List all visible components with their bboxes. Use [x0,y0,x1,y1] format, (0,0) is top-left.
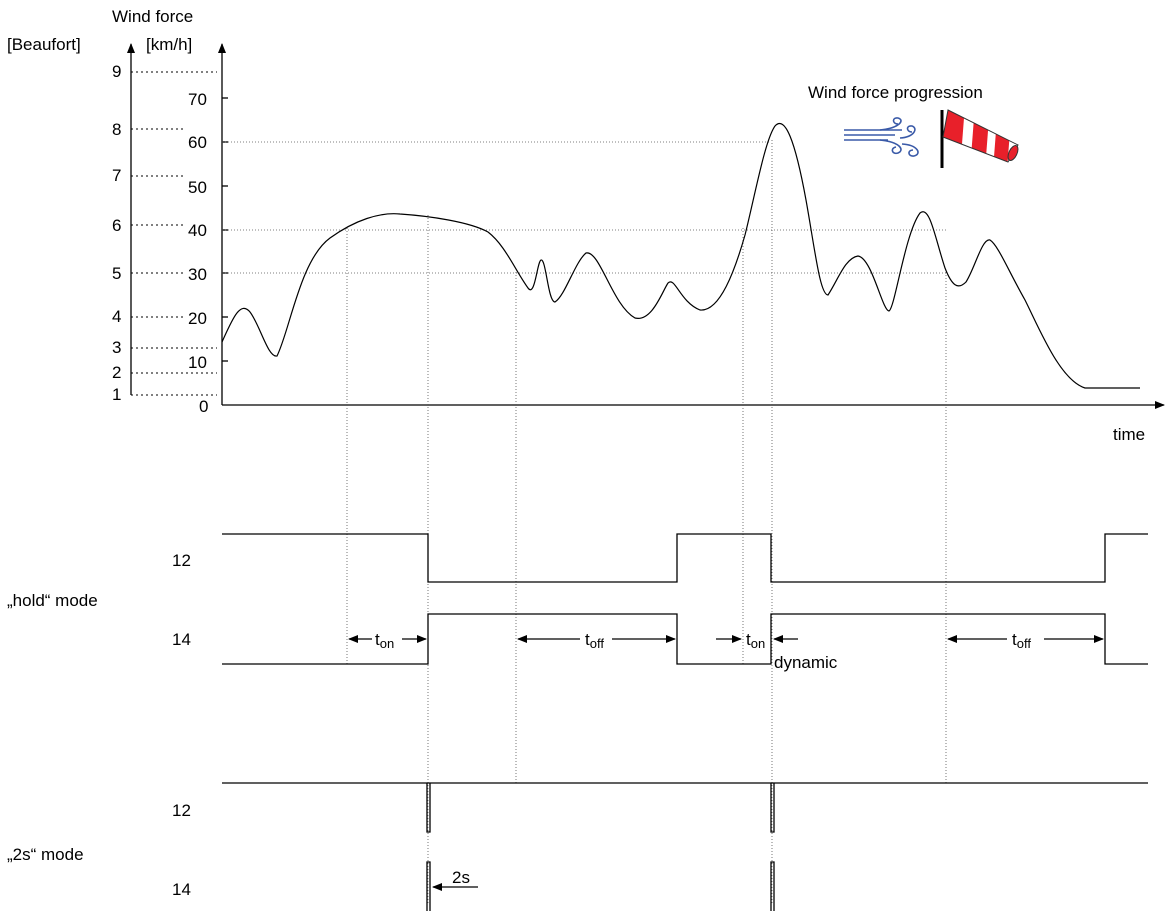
two-s-mode-label: „2s“ mode [7,845,84,864]
legend: Wind force progression [808,83,1019,168]
beaufort-tick-5: 5 [112,264,121,283]
kmh-tick-20: 20 [188,309,207,328]
beaufort-tick-2: 2 [112,363,121,382]
windsock-icon [940,109,1019,168]
hold-line-14-label: 14 [172,630,191,649]
beaufort-unit-label: [Beaufort] [7,35,81,54]
hold-signal-12 [222,533,1148,583]
svg-text:ton: ton [375,630,394,651]
t-off-interval-1: toff [517,630,676,651]
kmh-tick-30: 30 [188,265,207,284]
t-on-interval-2: ton dynamic [716,630,838,672]
two-s-signal-12 [222,782,1148,833]
wind-force-curve [221,122,1140,389]
y-axis-title: Wind force [112,7,193,26]
kmh-tick-70: 70 [188,90,207,109]
two-s-signal-14 [426,861,775,911]
two-s-line-12-label: 12 [172,801,191,820]
event-lines [346,140,947,905]
svg-text:2s: 2s [452,868,470,887]
hold-line-12-label: 12 [172,551,191,570]
kmh-tick-40: 40 [188,221,207,240]
beaufort-tick-7: 7 [112,166,121,185]
dynamic-label: dynamic [774,653,838,672]
hold-mode-label: „hold“ mode [7,591,98,610]
kmh-tick-10: 10 [188,353,207,372]
beaufort-tick-4: 4 [112,307,121,326]
two-s-line-14-label: 14 [172,880,191,899]
svg-text:toff: toff [1012,630,1031,651]
beaufort-tick-1: 1 [112,385,121,404]
kmh-tick-60: 60 [188,133,207,152]
t-on-interval-1: ton [348,630,427,651]
beaufort-tick-8: 8 [112,120,121,139]
kmh-ticks: 70 60 50 40 30 20 10 0 [188,90,228,416]
legend-title: Wind force progression [808,83,983,102]
svg-text:ton: ton [746,630,765,651]
t-off-interval-2: toff [947,630,1104,651]
beaufort-ticks: 9 8 7 6 5 4 3 2 1 [112,62,217,404]
kmh-tick-50: 50 [188,178,207,197]
time-axis-label: time [1113,425,1145,444]
hold-signal-14 [222,613,1148,665]
beaufort-tick-9: 9 [112,62,121,81]
two-s-pulse-annotation: 2s [432,868,478,891]
kmh-tick-0: 0 [199,397,208,416]
beaufort-tick-3: 3 [112,338,121,357]
beaufort-tick-6: 6 [112,216,121,235]
svg-text:toff: toff [585,630,604,651]
wind-gust-icon [844,117,919,157]
kmh-unit-label: [km/h] [146,35,192,54]
